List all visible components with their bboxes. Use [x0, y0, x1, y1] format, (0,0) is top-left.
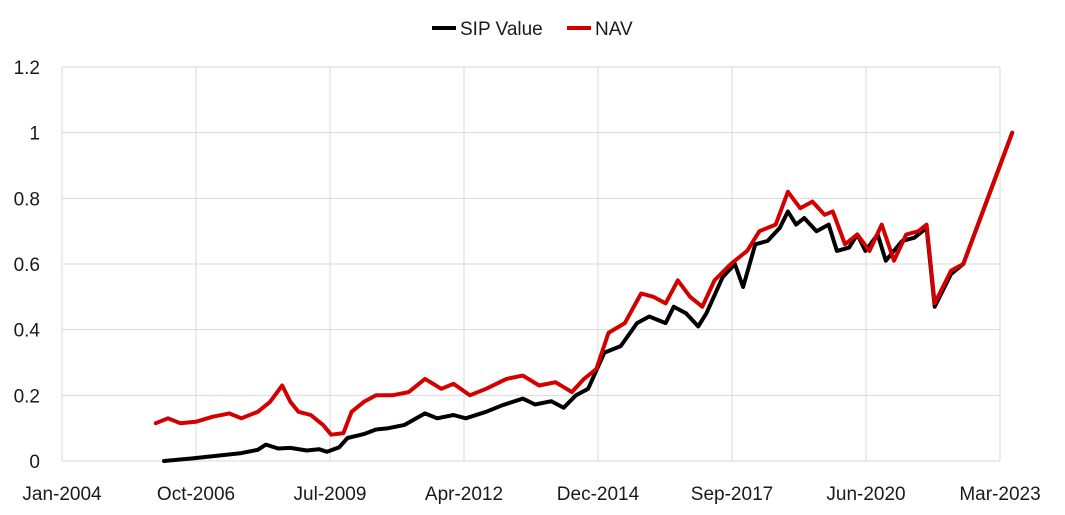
y-tick-label: 0.4	[14, 321, 41, 342]
y-tick-label: 0.6	[14, 255, 40, 276]
series-lines	[153, 130, 1015, 463]
x-tick-label: Sep-2017	[691, 484, 773, 505]
x-tick-label: Mar-2023	[959, 484, 1040, 505]
legend: SIP Value NAV	[432, 19, 633, 40]
y-tick-label: 0.2	[14, 386, 40, 407]
y-tick-label: 1	[29, 124, 40, 145]
x-axis-tick-labels: Jan-2004 Oct-2006 Jul-2009 Apr-2012 Dec-2014…	[22, 484, 1040, 505]
legend-label: NAV	[595, 19, 633, 40]
legend-label: SIP Value	[460, 19, 543, 40]
x-tick-label: Jul-2009	[294, 484, 367, 505]
x-tick-label: Oct-2006	[157, 484, 235, 505]
y-tick-label: 0	[29, 452, 40, 473]
x-tick-label: Jan-2004	[22, 484, 102, 505]
y-tick-label: 1.2	[14, 58, 40, 79]
series-line-sip-value	[162, 130, 1015, 463]
x-tick-label: Dec-2014	[557, 484, 640, 505]
series-line-nav	[153, 130, 1015, 437]
x-tick-label: Apr-2012	[425, 484, 503, 505]
y-tick-label: 0.8	[14, 189, 40, 210]
y-axis-tick-labels: 0 0.2 0.4 0.6 0.8 1 1.2	[14, 58, 41, 473]
x-tick-label: Jun-2020	[826, 484, 905, 505]
